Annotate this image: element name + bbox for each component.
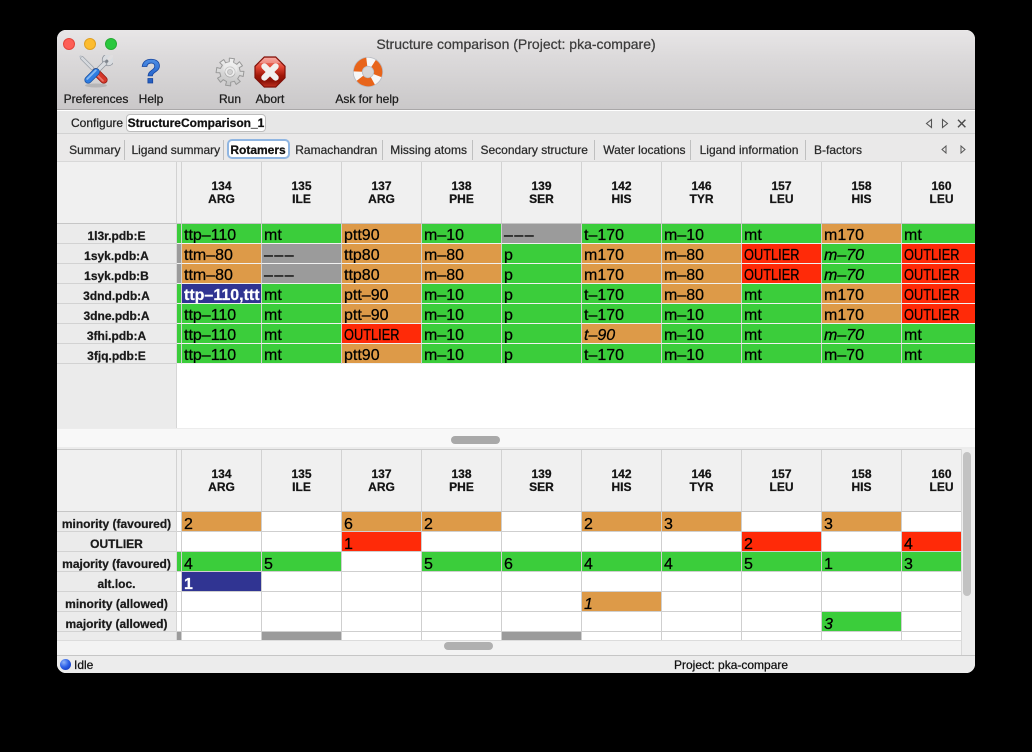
svg-text:?: ?: [141, 55, 162, 89]
